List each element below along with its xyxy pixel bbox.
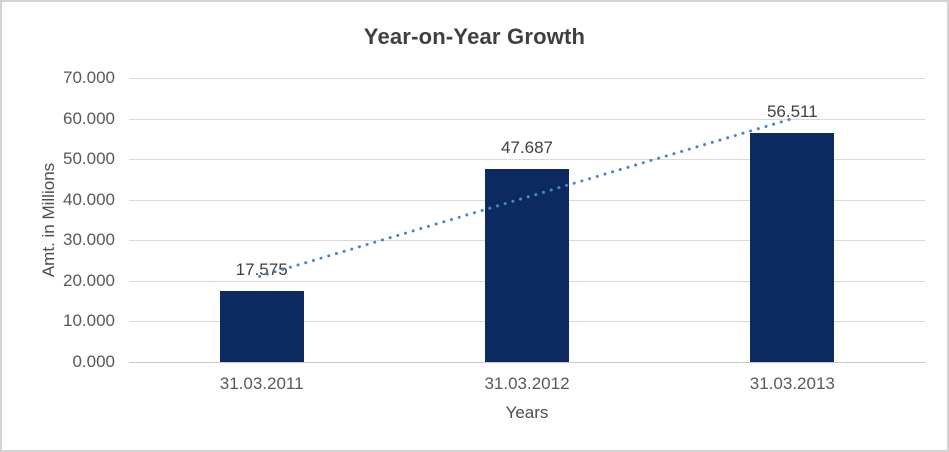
y-axis-tick-labels: 0.000 10.000 20.000 30.000 40.000 50.000 60.00…	[2, 68, 115, 371]
y-tick-label: 0.000	[72, 352, 115, 371]
x-axis-line	[129, 362, 925, 363]
trendline	[258, 116, 795, 278]
plot-area: 17.575 47.687 56.511	[129, 78, 925, 363]
gridline	[129, 118, 925, 120]
gridline	[129, 78, 925, 79]
y-tick-label: 50.000	[63, 149, 115, 169]
y-tick-label: 30.000	[63, 230, 115, 250]
trendline-layer	[258, 116, 795, 278]
bar-value-label: 47.687	[501, 137, 553, 157]
category-label: 31.03.2011	[219, 374, 304, 393]
x-axis-title: Years	[505, 403, 549, 422]
bar-value-label: 56.511	[766, 101, 818, 121]
category-label: 31.03.2012	[484, 374, 570, 393]
bar-31.03.2011	[219, 290, 304, 362]
y-tick-label: 10.000	[63, 311, 115, 331]
bar-31.03.2013	[750, 132, 835, 362]
bar-31.03.2012	[485, 168, 569, 362]
y-tick-label: 70.000	[63, 68, 115, 87]
gridline	[129, 159, 925, 161]
bar-value-label: 17.575	[235, 259, 288, 279]
y-tick-label: 20.000	[63, 270, 115, 290]
category-label: 31.03.2013	[749, 374, 835, 393]
x-axis-category-labels: 31.03.2011 31.03.2012 31.03.2013	[129, 374, 925, 396]
chart-title: Year-on-Year Growth	[363, 24, 586, 49]
y-tick-label: 60.000	[63, 108, 115, 128]
y-tick-label: 40.000	[63, 189, 115, 209]
